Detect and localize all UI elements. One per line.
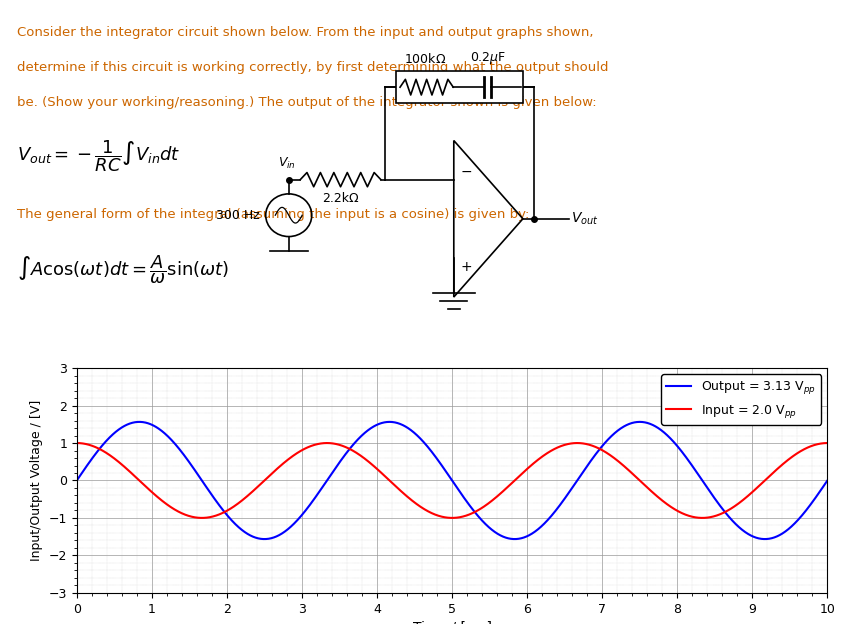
Output = 3.13 V$_{pp}$: [800, 506, 810, 514]
Input = 2.0 V$_{pp}$: [821, 439, 832, 447]
Text: 300 Hz: 300 Hz: [216, 208, 260, 222]
Input = 2.0 V$_{pp}$: [72, 439, 82, 447]
Text: $-$: $-$: [459, 164, 471, 178]
Input = 2.0 V$_{pp}$: [197, 514, 207, 522]
Text: $V_{out}$: $V_{out}$: [570, 210, 598, 227]
Text: be. (Show your working/reasoning.) The output of the integrator shown is given b: be. (Show your working/reasoning.) The o…: [17, 96, 596, 109]
Output = 3.13 V$_{pp}$: [821, 477, 832, 484]
Input = 2.0 V$_{pp}$: [417, 504, 427, 512]
Text: 100k$\Omega$: 100k$\Omega$: [403, 52, 446, 66]
Text: $V_{out} = -\dfrac{1}{RC}\int V_{in}dt$: $V_{out} = -\dfrac{1}{RC}\int V_{in}dt$: [17, 139, 181, 174]
Line: Output = 3.13 V$_{pp}$: Output = 3.13 V$_{pp}$: [77, 422, 826, 539]
Bar: [395, 71, 522, 103]
Output = 3.13 V$_{pp}$: [663, 433, 673, 441]
Output = 3.13 V$_{pp}$: [110, 429, 120, 436]
Text: $V_{in}$: $V_{in}$: [278, 155, 296, 171]
Text: 2.2kΩ: 2.2kΩ: [322, 192, 359, 205]
Output = 3.13 V$_{pp}$: [800, 507, 810, 514]
Output = 3.13 V$_{pp}$: [72, 477, 82, 484]
Text: The general form of the integral (assuming the input is a cosine) is given by:: The general form of the integral (assumi…: [17, 208, 528, 221]
Legend: Output = 3.13 V$_{pp}$, Input = 2.0 V$_{pp}$: Output = 3.13 V$_{pp}$, Input = 2.0 V$_{…: [660, 374, 820, 425]
Y-axis label: Input/Output Voltage / [V]: Input/Output Voltage / [V]: [30, 400, 43, 561]
Text: $\int A\cos(\omega t)dt = \dfrac{A}{\omega}\sin(\omega t)$: $\int A\cos(\omega t)dt = \dfrac{A}{\ome…: [17, 253, 229, 286]
Input = 2.0 V$_{pp}$: [662, 501, 672, 509]
Text: $+$: $+$: [459, 260, 471, 274]
Line: Input = 2.0 V$_{pp}$: Input = 2.0 V$_{pp}$: [77, 443, 826, 518]
Output = 3.13 V$_{pp}$: [384, 418, 394, 426]
Output = 3.13 V$_{pp}$: [436, 462, 446, 470]
Input = 2.0 V$_{pp}$: [436, 513, 446, 520]
Input = 2.0 V$_{pp}$: [799, 445, 809, 452]
Input = 2.0 V$_{pp}$: [110, 456, 120, 463]
Text: Consider the integrator circuit shown below. From the input and output graphs sh: Consider the integrator circuit shown be…: [17, 26, 593, 39]
Output = 3.13 V$_{pp}$: [509, 535, 519, 543]
Text: determine if this circuit is working correctly, by first determining what the ou: determine if this circuit is working cor…: [17, 61, 607, 74]
Text: 0.2$\mu$F: 0.2$\mu$F: [469, 50, 504, 66]
Input = 2.0 V$_{pp}$: [800, 444, 810, 452]
X-axis label: Time / [ms]: Time / [ms]: [412, 621, 491, 624]
Output = 3.13 V$_{pp}$: [417, 437, 427, 444]
